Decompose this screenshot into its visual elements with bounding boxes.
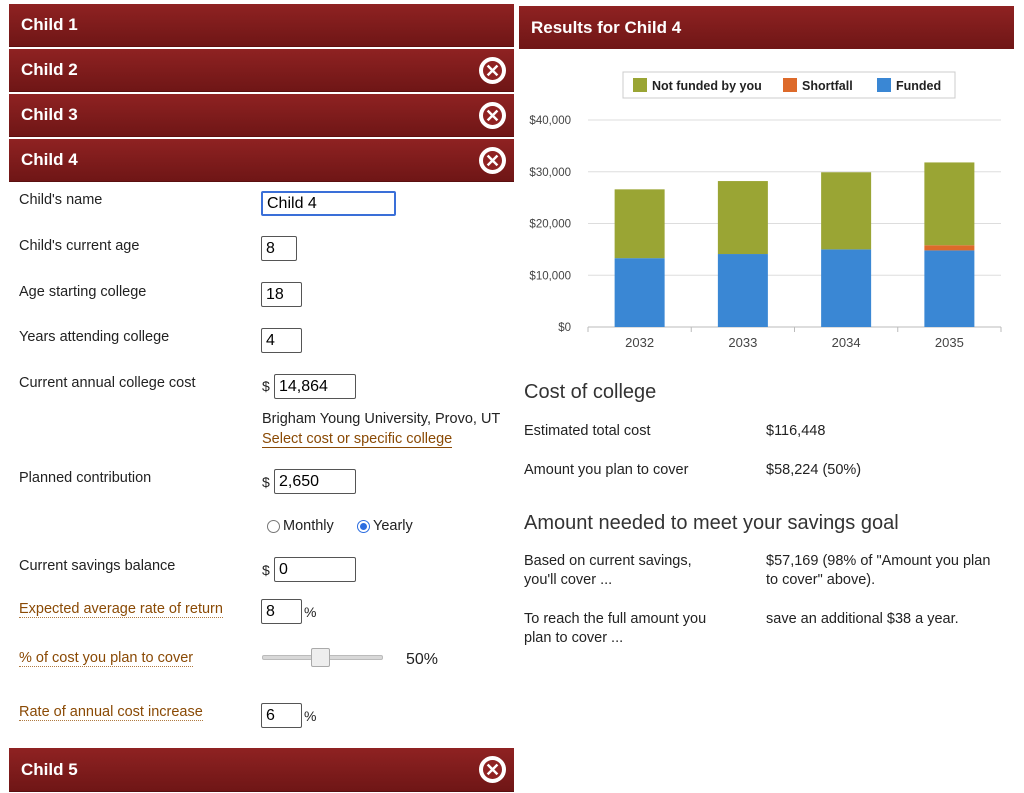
cover-percent-value: 50% [406, 651, 439, 668]
bar-2032-funded [614, 258, 665, 327]
monthly-radio-circle[interactable] [267, 519, 280, 533]
child2-label: Child 2 [21, 60, 78, 79]
x-tick-label-2035: 2035 [935, 335, 964, 350]
annual-cost-input[interactable] [274, 374, 356, 399]
yearly-label: Yearly [373, 518, 413, 534]
total-cost-value: $116,448 [766, 423, 826, 439]
cost-heading: Cost of college [524, 381, 657, 403]
y-tick-label-4: $40,000 [529, 115, 571, 127]
contribution-label: Planned contribution [19, 470, 152, 486]
current-cover-value: $57,169 (98% of "Amount you plan to cove… [766, 553, 991, 588]
yearly-radio[interactable]: Yearly [357, 518, 413, 534]
legend-swatch-1 [633, 78, 647, 92]
bar-2035-not-funded-by-you [924, 162, 975, 246]
savings-currency: $ [262, 562, 270, 578]
remove-child5-close-icon[interactable]: ✕ [479, 756, 506, 783]
bar-2032-not-funded-by-you [614, 189, 665, 259]
increase-percent-sign: % [304, 708, 317, 724]
age-label: Child's current age [19, 238, 140, 254]
monthly-radio[interactable]: Monthly [267, 518, 334, 534]
legend-swatch-2 [783, 78, 797, 92]
monthly-label: Monthly [283, 518, 334, 534]
years-label: Years attending college [19, 329, 170, 345]
child-name-input[interactable] [261, 191, 396, 216]
bar-2034-not-funded-by-you [821, 172, 872, 250]
bar-2033-funded [717, 254, 768, 327]
years-input[interactable] [261, 328, 302, 353]
child4-bar[interactable]: Child 4 ✕ [9, 139, 514, 182]
yearly-radio-circle[interactable] [357, 519, 370, 533]
college-name: Brigham Young University, Provo, UT [262, 411, 501, 427]
select-college-link[interactable]: Select cost or specific college [262, 431, 453, 448]
y-tick-label-3: $30,000 [529, 167, 571, 179]
cover-amount-value: $58,224 (50%) [766, 462, 862, 478]
child4-label: Child 4 [21, 150, 78, 169]
bar-2033-not-funded-by-you [717, 181, 768, 255]
legend-swatch-3 [877, 78, 891, 92]
bar-2034-funded [821, 249, 872, 327]
legend-label-1: Not funded by you [652, 79, 762, 93]
reach-value: save an additional $38 a year. [766, 611, 959, 627]
goal-heading: Amount needed to meet your savings goal [524, 512, 899, 534]
child2-bar[interactable]: Child 2 ✕ [9, 49, 514, 92]
child3-bar[interactable]: Child 3 ✕ [9, 94, 514, 137]
y-tick-label-2: $20,000 [529, 219, 571, 231]
remove-child2-close-icon[interactable]: ✕ [479, 57, 506, 84]
results-title: Results for Child 4 [531, 17, 682, 37]
reach-label: To reach the full amount you plan to cov… [524, 611, 707, 646]
y-tick-label-1: $10,000 [529, 270, 571, 282]
legend-label-2: Shortfall [802, 79, 853, 93]
cover-percent-label[interactable]: % of cost you plan to cover [19, 650, 194, 667]
start-age-label: Age starting college [19, 284, 147, 300]
bar-2035-shortfall [924, 245, 975, 251]
return-percent-sign: % [304, 604, 317, 620]
cost-label: Current annual college cost [19, 375, 196, 391]
remove-child4-close-icon[interactable]: ✕ [479, 147, 506, 174]
results-header: Results for Child 4 [519, 6, 1014, 49]
child3-label: Child 3 [21, 105, 78, 124]
x-tick-label-2032: 2032 [625, 335, 654, 350]
total-cost-label: Estimated total cost [524, 423, 651, 439]
x-tick-label-2033: 2033 [728, 335, 757, 350]
start-age-input[interactable] [261, 282, 302, 307]
cost-currency: $ [262, 378, 270, 394]
current-age-input[interactable] [261, 236, 297, 261]
cost-increase-label[interactable]: Rate of annual cost increase [19, 704, 203, 721]
child1-bar[interactable]: Child 1 [9, 4, 514, 47]
child5-bar[interactable]: Child 5 ✕ [9, 748, 514, 792]
y-tick-label-0: $0 [558, 322, 571, 334]
name-label: Child's name [19, 192, 103, 208]
cost-chart: Not funded by you Shortfall Funded $0 $10,00… [529, 71, 1002, 350]
savings-label: Current savings balance [19, 558, 176, 574]
contribution-currency: $ [262, 474, 270, 490]
remove-child3-close-icon[interactable]: ✕ [479, 102, 506, 129]
child1-label: Child 1 [21, 15, 78, 34]
cover-slider-handle[interactable] [311, 648, 330, 667]
return-rate-label[interactable]: Expected average rate of return [19, 601, 223, 618]
cover-amount-label: Amount you plan to cover [524, 462, 689, 478]
return-rate-input[interactable] [261, 599, 302, 624]
savings-input[interactable] [274, 557, 356, 582]
x-tick-label-2034: 2034 [832, 335, 861, 350]
current-cover-label: Based on current savings, you'll cover .… [524, 553, 692, 588]
contribution-input[interactable] [274, 469, 356, 494]
bar-2035-funded [924, 250, 975, 327]
child5-label: Child 5 [21, 759, 78, 779]
legend-label-3: Funded [896, 79, 941, 93]
cost-increase-input[interactable] [261, 703, 302, 728]
